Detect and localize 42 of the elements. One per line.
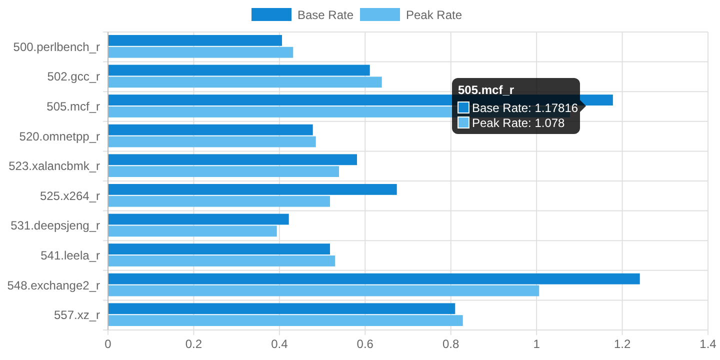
x-tick-label: 1 bbox=[533, 337, 540, 351]
y-tick-label: 548.exchange2_r bbox=[7, 278, 100, 292]
bar bbox=[108, 214, 289, 225]
bar bbox=[108, 226, 277, 237]
annotation: Peak Rate: 1.078 bbox=[472, 116, 566, 130]
annotation: 505.mcf_r bbox=[458, 83, 514, 97]
bar bbox=[108, 64, 370, 76]
bar bbox=[108, 303, 456, 314]
y-tick-label: 531.deepsjeng_r bbox=[10, 218, 100, 233]
bar bbox=[108, 244, 330, 254]
y-tick-label: 557.xz_r bbox=[54, 308, 100, 322]
x-tick-label: 1.2 bbox=[614, 337, 631, 351]
y-tick-label: 541.leela_r bbox=[40, 248, 100, 262]
bar bbox=[108, 184, 397, 195]
bar bbox=[108, 273, 640, 284]
bar bbox=[108, 76, 382, 88]
bar bbox=[108, 124, 313, 136]
y-tick-label: 505.mcf_r bbox=[46, 100, 100, 114]
x-tick-label: 0.6 bbox=[356, 337, 374, 351]
bar bbox=[108, 196, 330, 207]
bar bbox=[108, 136, 316, 148]
bar bbox=[108, 315, 463, 326]
y-tick-label: 523.xalancbmk_r bbox=[8, 159, 100, 174]
bar bbox=[108, 166, 339, 178]
legend-label: Peak Rate bbox=[406, 8, 462, 22]
x-tick-label: 0.2 bbox=[185, 337, 202, 351]
x-tick-label: 0.4 bbox=[271, 337, 288, 351]
y-tick-label: 525.x264_r bbox=[40, 188, 100, 203]
y-tick-label: 520.omnetpp_r bbox=[19, 129, 100, 144]
bar bbox=[108, 154, 357, 166]
x-tick-label: 0.8 bbox=[442, 337, 460, 351]
y-tick-label: 500.perlbench_r bbox=[13, 40, 100, 54]
x-tick-label: 0 bbox=[104, 337, 112, 351]
legend-label: Base Rate bbox=[298, 8, 354, 22]
bar bbox=[108, 34, 282, 46]
y-tick-label: 502.gcc_r bbox=[47, 70, 100, 84]
bar bbox=[108, 256, 336, 266]
annotation: Base Rate: 1.17816 bbox=[472, 101, 578, 115]
bar bbox=[108, 46, 294, 58]
tooltip: 505.mcf_r Base Rate: 1.17816 Peak Rate: 1.078 bbox=[452, 78, 586, 134]
bar bbox=[108, 285, 540, 296]
x-tick-label: 1.4 bbox=[700, 337, 717, 351]
